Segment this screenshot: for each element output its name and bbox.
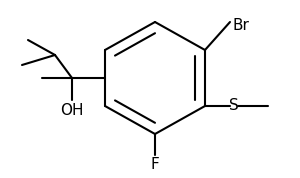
Text: S: S [229, 98, 239, 114]
Text: OH: OH [60, 103, 84, 118]
Text: F: F [151, 157, 159, 172]
Text: Br: Br [232, 18, 249, 33]
